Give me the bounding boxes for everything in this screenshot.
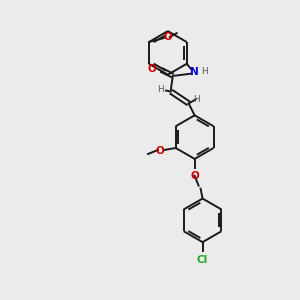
Text: H: H bbox=[193, 95, 199, 104]
Text: N: N bbox=[190, 67, 199, 77]
Text: Cl: Cl bbox=[197, 255, 208, 265]
Text: O: O bbox=[164, 32, 172, 42]
Text: O: O bbox=[155, 146, 164, 156]
Text: O: O bbox=[190, 171, 199, 181]
Text: H: H bbox=[202, 67, 208, 76]
Text: H: H bbox=[157, 85, 164, 94]
Text: O: O bbox=[147, 64, 156, 74]
